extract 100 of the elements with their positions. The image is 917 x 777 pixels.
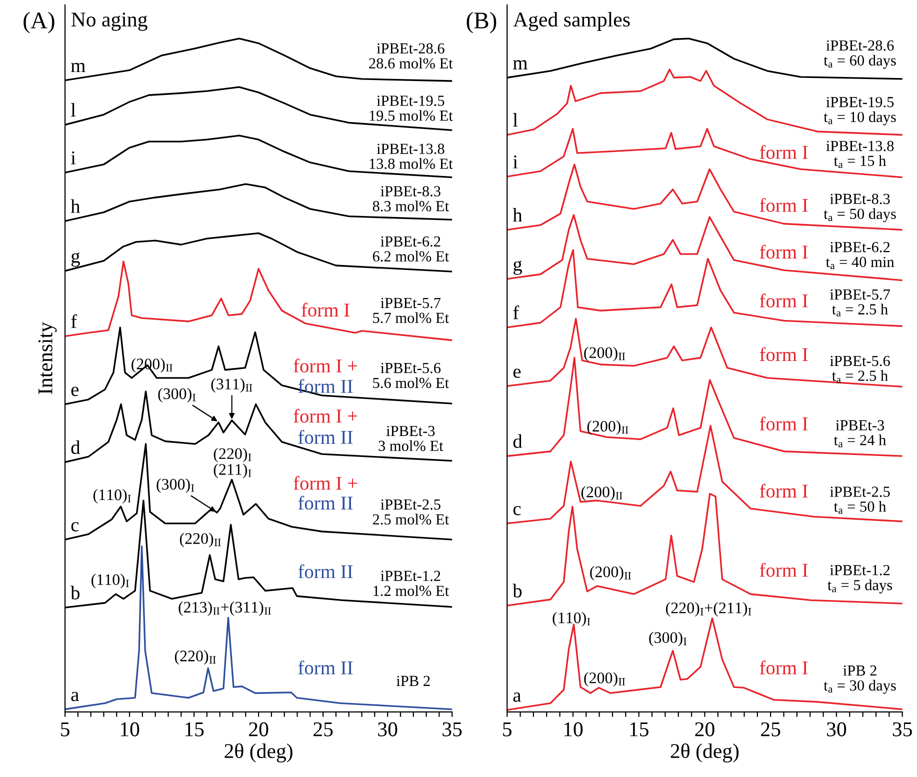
annotation: form I [760,198,808,212]
annotation: form I [760,145,808,159]
annotation: form I [760,244,808,259]
annotation: iPBEt-6.2 6.2 mol% Et [372,236,449,262]
annotation: (300)$_{I}$ [649,632,687,646]
annotation: form I + [294,476,358,490]
annotation: iPBEt-5.6 t$_{a}$ = 2.5 h [830,356,890,383]
series-label: h [70,199,80,213]
annotation: form I [760,416,808,430]
series-label: f [71,314,78,328]
annotation: (220)$_{II}$ [174,650,216,665]
x-tick-label: 20 [695,722,714,736]
annotation: form I + [294,408,358,423]
annotation: (220)$_{I}$+(211)$_{I}$ [666,602,752,617]
series-label: f [513,305,520,320]
annotation: (213)$_{II}$+(311)$_{II}$ [178,601,271,616]
annotation: iPB 2 t$_{a}$ = 30 days [824,665,896,694]
annotation: iPBEt-1.2 1.2 mol% Et [374,570,449,596]
annotation: iPBEt-5.6 5.6 mol% Et [373,362,449,388]
x-tick-label: 30 [378,722,398,736]
x-tick-label: 35 [442,722,462,736]
annotation: iPBEt-19.5 t$_{a}$ = 10 days [824,96,896,126]
annotation: (200)$_{II}$ [587,420,628,435]
x-axis-title: 2θ (deg) [670,743,739,762]
series-label: c [513,506,521,516]
annotation: (220)$_{II}$ [180,532,221,548]
x-tick-label: 15 [630,722,648,736]
series-label: a [513,692,522,702]
annotation: iPBEt-28.6 t$_{a}$ = 60 days [824,40,896,69]
annotation: iPBEt-13.8 13.8 mol% Et [370,144,453,169]
annotation: (200)$_{II}$ [590,566,631,581]
annotation: form I [302,302,350,317]
series-label: g [71,252,80,267]
annotation: (110)$_{I}$ [92,574,129,588]
annotation: (300)$_{I}$ [156,478,194,493]
annotation: iPBEt-6.2 t$_{a}$ = 40 min [826,242,894,270]
x-tick-label: 10 [120,722,140,736]
annotation: form I [760,562,808,577]
annotation: iPBEt-8.3 8.3 mol% Et [372,186,449,212]
annotation: iPBEt-3 t$_{a}$ = 24 h [834,420,886,448]
annotation: (220)$_{I}$ (211)$_{I}$ [214,448,252,478]
chart-title: (B) [466,12,496,34]
series-label: a [71,692,79,702]
series-label: b [512,584,522,598]
series-label: d [71,440,80,454]
annotation: form I [760,294,808,308]
x-tick-label: 25 [761,722,780,736]
annotation: form II [298,564,353,578]
series-label: h [512,208,522,222]
annotation: iPBEt-2.5 2.5 mol% Et [372,499,449,525]
series-label: l [513,113,518,127]
x-axis-title: 2θ (deg) [224,743,292,762]
annotation: (311)$_{II}$ [211,378,252,393]
annotation: iPBEt-5.7 5.7 mol% Et [373,298,449,324]
x-tick-label: 15 [185,722,204,736]
annotation: form I [760,347,808,362]
series-label: m [513,60,528,70]
annotation: form II [298,379,353,393]
annotation: iPBEt-3 3 mol% Et [378,426,444,452]
x-tick-label: 5 [61,722,70,736]
series-label: c [71,522,79,532]
chart-subtitle: Aged samples [513,12,630,31]
annotation: form I + [294,358,358,372]
annotation: iPBEt-5.7 t$_{a}$ = 2.5 h [830,289,890,317]
series-label: b [70,586,80,600]
chart-title: (A) [24,12,54,34]
annotation: iPBEt-28.6 28.6 mol% Et [369,43,453,69]
annotation: (110)$_{I}$ [93,488,131,504]
annotation: form II [298,660,353,674]
series-label: g [513,260,522,275]
series-label: e [513,368,521,378]
annotation: iPBEt-8.3 t$_{a}$ = 50 days [824,194,896,222]
annotation: (200)$_{II}$ [132,358,172,373]
x-tick-label: 35 [892,722,912,736]
annotation: form I [760,484,808,498]
series-label: i [70,151,76,164]
series-label: l [70,102,76,116]
series-label: m [70,62,86,72]
annotation: (200)$_{II}$ [584,346,626,362]
annotation: iPBEt-19.5 19.5 mol% Et [370,96,453,121]
series-label: d [513,434,522,448]
series-label: e [71,386,79,396]
annotation: form II [298,430,353,444]
x-tick-label: 25 [314,722,333,736]
annotation: form II [298,496,353,510]
annotation: (110)$_{I}$ [552,612,590,626]
x-tick-label: 10 [564,722,583,736]
annotation: iPBEt-2.5 t$_{a}$ = 50 h [830,486,890,514]
annotation: (200)$_{II}$ [584,672,626,687]
series-label: i [513,155,518,168]
annotation: iPB 2 [396,676,430,686]
annotation: iPBEt-1.2 t$_{a}$ = 5 days [828,565,892,594]
x-tick-label: 30 [827,722,846,736]
x-tick-label: 5 [503,722,512,736]
annotation: form I [760,660,808,674]
chart-subtitle: No aging [71,12,148,31]
x-tick-label: 20 [249,722,268,736]
annotation: (300)$_{I}$ [158,388,196,402]
annotation: iPBEt-13.8 t$_{a}$ = 15 h [826,140,894,168]
y-axis-title: Intensity [38,322,57,394]
